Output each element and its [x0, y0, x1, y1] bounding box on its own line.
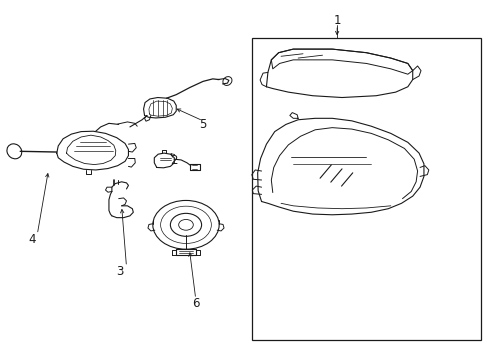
Text: 4: 4: [29, 233, 36, 246]
Text: 6: 6: [192, 297, 199, 310]
Bar: [251, 39, 480, 339]
Text: 1: 1: [333, 14, 340, 27]
Text: 2: 2: [170, 154, 177, 167]
Text: 3: 3: [116, 265, 123, 278]
Text: 5: 5: [199, 118, 206, 131]
